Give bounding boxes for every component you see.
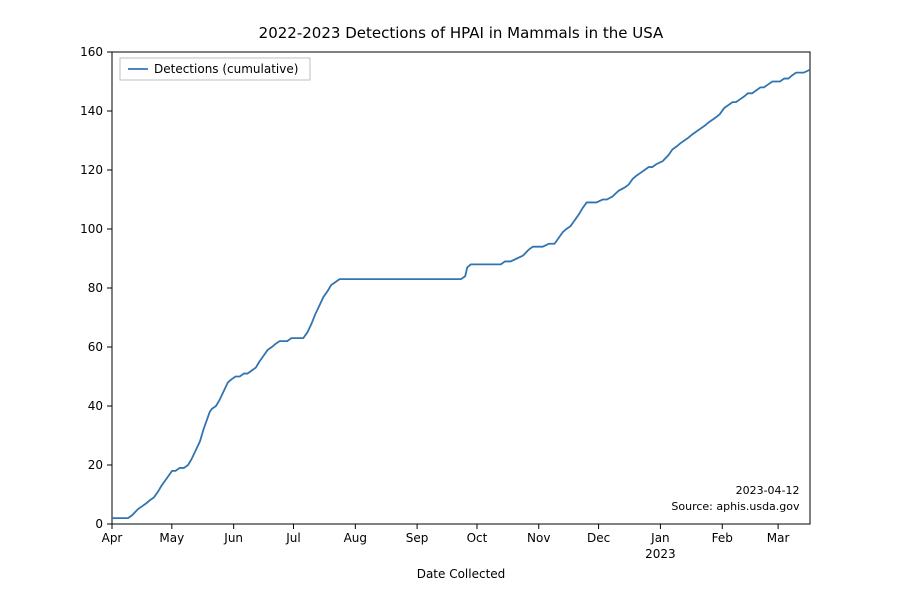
x-tick-label: Jan	[650, 531, 670, 545]
plot-border	[112, 52, 810, 524]
y-tick-label: 20	[88, 458, 103, 472]
y-tick-label: 60	[88, 340, 103, 354]
y-tick-label: 80	[88, 281, 103, 295]
chart-container: 0 20 40 60 80 100 120 140 160 Apr May Jun Jul Aug Sep O…	[0, 0, 900, 600]
y-tick-label: 160	[80, 45, 103, 59]
x-tick-label: Dec	[587, 531, 610, 545]
x-tick-label: Jul	[285, 531, 300, 545]
x-tick-label: Aug	[344, 531, 367, 545]
chart-title: 2022-2023 Detections of HPAI in Mammals …	[259, 24, 664, 42]
x-tick-label: Apr	[102, 531, 123, 545]
x-tick-label: Sep	[406, 531, 429, 545]
y-tick-label: 140	[80, 104, 103, 118]
line-chart: 0 20 40 60 80 100 120 140 160 Apr May Jun Jul Aug Sep O…	[0, 0, 900, 600]
legend-label: Detections (cumulative)	[154, 62, 298, 76]
x-secondary-label: 2023	[645, 547, 676, 561]
y-tick-label: 120	[80, 163, 103, 177]
x-axis-label: Date Collected	[417, 567, 506, 581]
y-tick-label: 0	[95, 517, 103, 531]
y-tick-label: 100	[80, 222, 103, 236]
x-tick-label: Feb	[712, 531, 733, 545]
annotation-text: Source: aphis.usda.gov	[671, 500, 800, 513]
series-line-detections	[112, 70, 810, 518]
x-tick-label: Oct	[467, 531, 488, 545]
annotation-text: 2023-04-12	[736, 484, 800, 497]
x-tick-label: May	[159, 531, 184, 545]
x-tick-label: Mar	[767, 531, 790, 545]
x-tick-label: Nov	[527, 531, 550, 545]
y-tick-label: 40	[88, 399, 103, 413]
x-tick-label: Jun	[223, 531, 243, 545]
